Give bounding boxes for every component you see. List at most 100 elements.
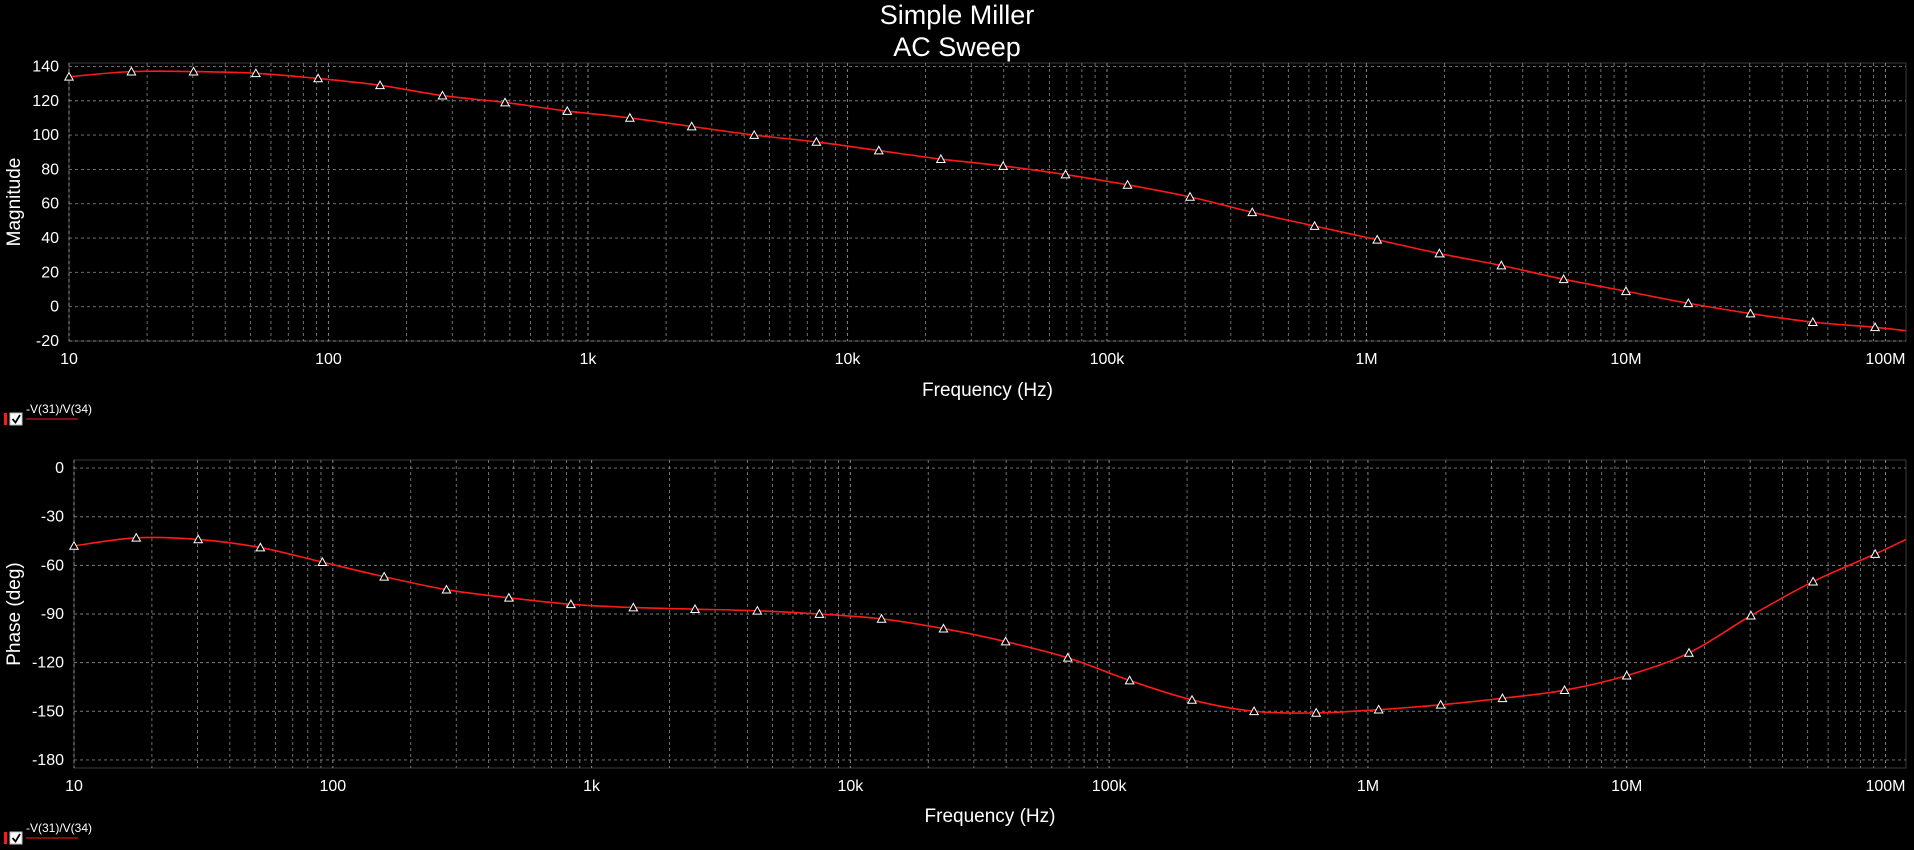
magnitude-data-point-marker [1434,248,1445,258]
checkmark-icon [11,833,21,844]
magnitude-y-axis-label: Magnitude [4,158,25,247]
magnitude-data-point-marker [562,105,573,115]
phase-data-point-marker [255,542,266,552]
phase-y-axis-label: Phase (deg) [4,562,25,666]
phase-data-point-marker [1248,706,1260,716]
magnitude-data-point-marker [998,160,1009,170]
phase-y-tick-label: -30 [41,509,64,526]
phase-x-tick-label: 10 [65,778,83,795]
phase-x-tick-label: 100M [1865,778,1905,795]
phase-x-tick-label: 1k [583,778,601,795]
phase-data-point-marker [1745,610,1756,620]
magnitude-data-point-marker [624,112,635,122]
magnitude-y-tick-label: 120 [32,93,59,110]
magnitude-y-tick-label: 80 [41,161,59,178]
magnitude-x-tick-label: 100k [1090,351,1126,368]
phase-x-tick-label: 10k [837,778,864,795]
phase-data-point-marker [193,534,204,544]
magnitude-data-point-marker [1745,308,1756,318]
phase-legend[interactable]: -V(31)/V(34) [4,821,92,845]
chart-title-group: Simple Miller AC Sweep [880,0,1035,62]
phase-data-point-marker [1683,647,1695,657]
magnitude-data-point-marker [873,145,884,155]
magnitude-data-point-marker [1558,273,1569,284]
magnitude-y-tick-label: 140 [32,58,59,75]
magnitude-data-point-marker [126,66,137,76]
magnitude-series-line [68,70,1907,332]
magnitude-data-point-marker [1807,316,1818,326]
magnitude-data-point-marker [374,80,386,90]
phase-data-point-marker [1808,576,1819,586]
magnitude-y-tick-label: 40 [41,230,59,247]
phase-data-point-marker [441,584,452,594]
magnitude-x-tick-label: 1k [580,351,598,368]
phase-data-point-marker [1124,675,1135,685]
magnitude-data-point-marker [188,66,199,76]
phase-legend-label: -V(31)/V(34) [26,821,92,835]
phase-data-point-marker [1311,707,1322,717]
phase-data-point-marker [1497,693,1508,703]
magnitude-data-point-marker [1122,179,1133,189]
chart-title: Simple Miller [880,0,1035,30]
magnitude-data-point-marker [1683,298,1694,308]
phase-data-point-marker [1870,548,1881,558]
phase-y-tick-label: -60 [41,557,64,574]
phase-data-point-marker [876,613,887,623]
magnitude-data-point-marker [686,121,697,131]
phase-data-point-marker [752,605,763,615]
phase-data-point-marker [68,540,80,550]
phase-data-point-marker [689,603,701,613]
magnitude-y-tick-label: 20 [41,264,59,281]
magnitude-data-point-marker [1372,234,1383,244]
magnitude-legend[interactable]: -V(31)/V(34) [4,402,92,426]
phase-x-tick-label: 100 [319,778,346,795]
magnitude-data-point-marker [749,129,760,139]
magnitude-data-point-marker [1870,322,1881,332]
phase-data-point-marker [317,556,328,566]
phase-data-point-marker [1435,699,1446,709]
magnitude-x-tick-label: 1M [1355,351,1377,368]
magnitude-data-point-marker [313,73,324,83]
magnitude-data-point-marker [250,68,261,78]
magnitude-data-point-marker [499,97,511,107]
magnitude-data-point-marker [1309,220,1320,230]
phase-x-tick-label: 100k [1092,778,1128,795]
phase-data-point-marker [1373,704,1384,714]
magnitude-data-point-marker [437,90,448,100]
phase-data-point-marker [628,602,639,612]
phase-legend-color-swatch [4,832,7,844]
magnitude-data-point-marker [1496,260,1507,270]
magnitude-data-point-marker [1185,191,1196,201]
magnitude-x-tick-label: 100 [315,351,342,368]
magnitude-data-point-marker [935,153,946,163]
magnitude-y-tick-label: 60 [41,196,59,213]
magnitude-data-point-marker [1060,169,1071,179]
phase-data-point-marker [1000,636,1011,646]
phase-data-point-marker [1186,694,1198,704]
phase-data-point-marker [379,571,390,581]
magnitude-legend-color-swatch [4,413,7,425]
phase-y-tick-label: -120 [32,655,64,672]
phase-data-point-marker [503,592,514,602]
chart-subtitle: AC Sweep [893,32,1021,62]
phase-data-point-marker [131,532,142,542]
magnitude-x-tick-label: 10M [1610,351,1641,368]
magnitude-legend-label: -V(31)/V(34) [26,402,92,416]
phase-data-point-marker [1621,670,1632,680]
magnitude-x-tick-label: 10k [835,351,862,368]
phase-data-point-marker [938,623,949,633]
magnitude-x-axis-label: Frequency (Hz) [922,380,1053,401]
checkmark-icon [11,414,21,425]
magnitude-data-point-marker [63,71,75,81]
magnitude-data-point-marker [811,136,822,146]
phase-data-point-marker [565,599,576,609]
magnitude-grid [68,63,1906,342]
phase-x-axis-label: Frequency (Hz) [925,806,1056,827]
magnitude-data-point-marker [1247,207,1258,217]
phase-y-tick-label: -90 [41,606,64,623]
phase-plot-frame [73,459,1907,769]
phase-grid [73,460,1906,768]
